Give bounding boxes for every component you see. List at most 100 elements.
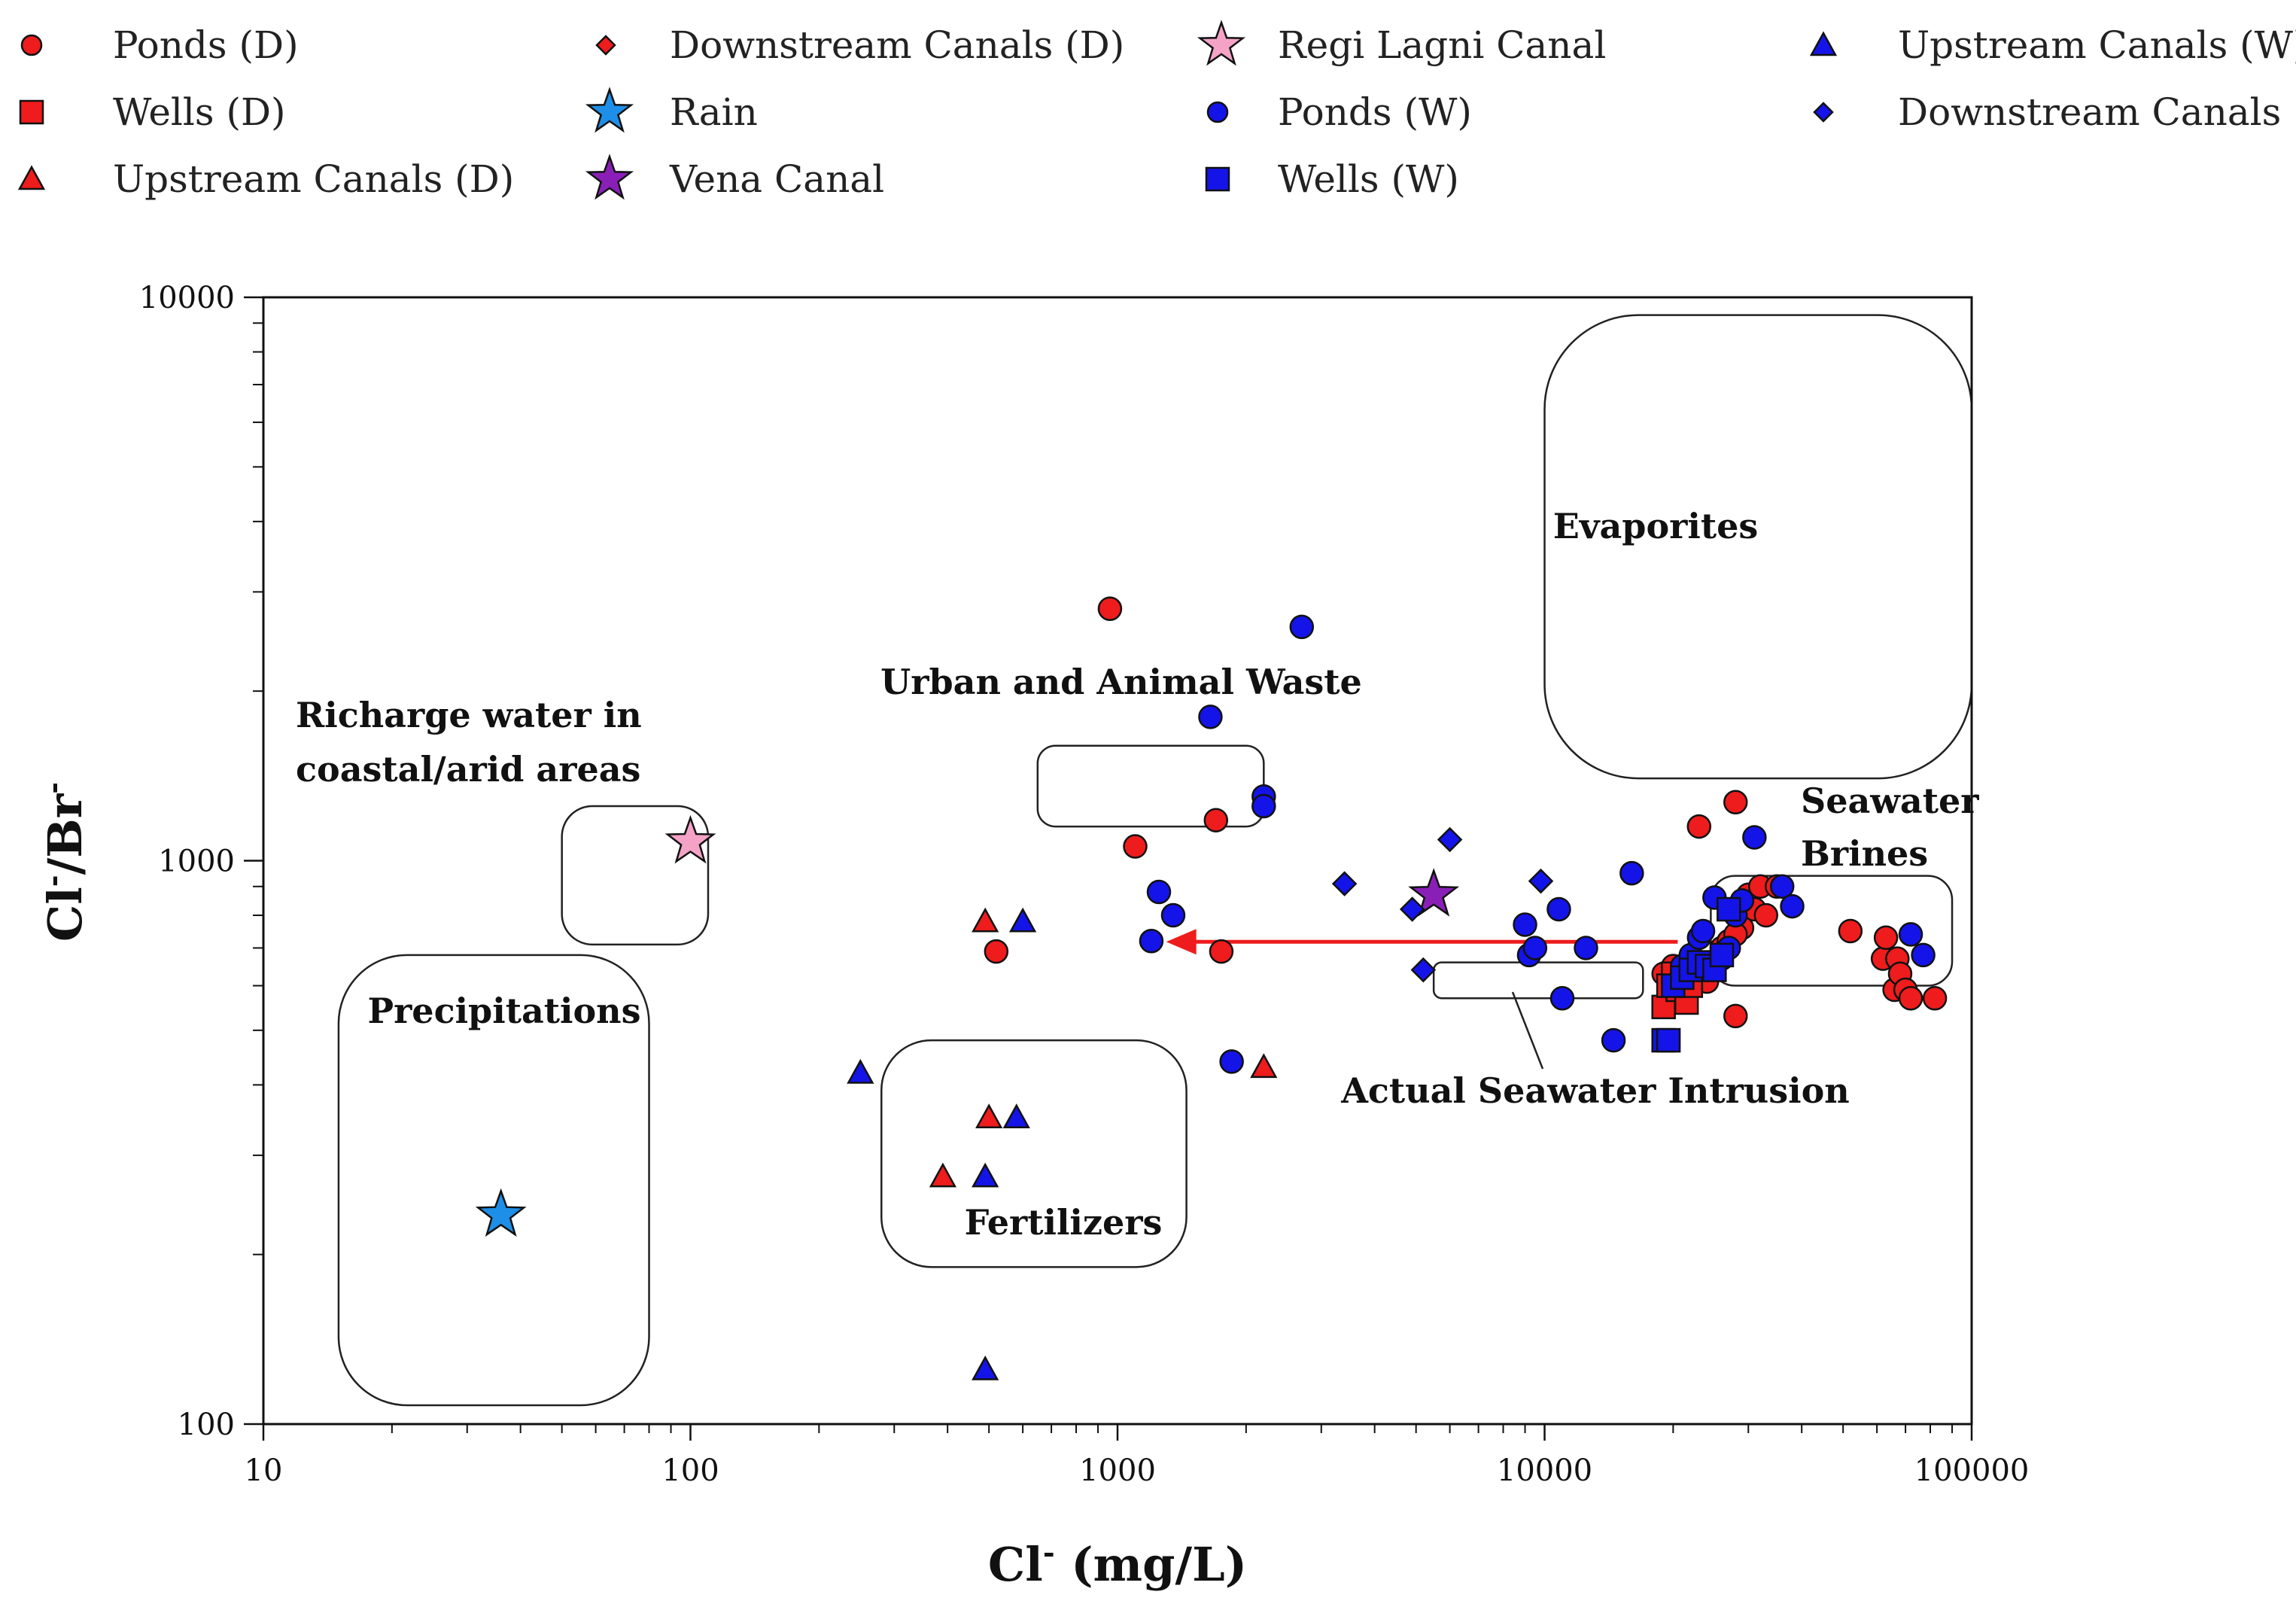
legend-downstream-canals-d-marker xyxy=(595,35,616,56)
point-downstream-canals-w xyxy=(1399,896,1425,922)
point-ponds-d xyxy=(1723,1003,1748,1029)
region-label-fertilizers: Fertilizers xyxy=(965,1202,1163,1243)
seawater-arrow xyxy=(1166,929,1678,955)
point-ponds-w xyxy=(1549,985,1575,1011)
x-tick-label: 10 xyxy=(245,1453,283,1488)
point-ponds-d xyxy=(1203,808,1229,832)
legend-vena-canal-label: Vena Canal xyxy=(669,157,884,201)
region-label-precipitations: Precipitations xyxy=(367,991,640,1031)
point-ponds-w xyxy=(1219,1049,1244,1074)
x-axis-title: Cl- (mg/L) xyxy=(988,1535,1247,1592)
point-downstream-canals-w xyxy=(1410,957,1437,983)
x-tick-label: 100000 xyxy=(1914,1453,2030,1488)
point-ponds-w xyxy=(1601,1027,1626,1053)
point-upstream-canals-w xyxy=(972,1162,999,1188)
point-vena-canal xyxy=(1408,868,1460,917)
legend-ponds-w-marker xyxy=(1206,101,1229,123)
point-upstream-canals-d xyxy=(1250,1053,1278,1079)
x-tick-label: 1000 xyxy=(1079,1453,1156,1488)
region-label-evaporites: Evaporites xyxy=(1553,506,1759,546)
point-ponds-w xyxy=(1780,893,1805,919)
point-ponds-w xyxy=(1522,936,1548,960)
point-ponds-d xyxy=(1838,918,1863,944)
legend-wells-w-marker xyxy=(1205,166,1230,192)
legend-upstream-canals-w-label: Upstream Canals (W) xyxy=(1898,23,2296,67)
y-tick-label: 10000 xyxy=(139,281,235,315)
point-wells-w xyxy=(1717,896,1741,922)
region-label-richarge-water-in: Richarge water in xyxy=(296,695,642,735)
point-upstream-canals-w xyxy=(1002,1103,1030,1129)
y-tick-label: 100 xyxy=(178,1408,235,1442)
point-downstream-canals-w xyxy=(1331,871,1358,896)
legend-vena-canal-marker xyxy=(585,154,634,200)
legend-ponds-d-label: Ponds (D) xyxy=(113,23,299,67)
region-evaporites-box xyxy=(1543,314,1973,780)
point-wells-w xyxy=(1709,942,1735,968)
legend-ponds-w-label: Ponds (W) xyxy=(1278,90,1472,134)
point-ponds-w xyxy=(1619,860,1644,886)
point-ponds-w xyxy=(1198,705,1223,729)
region-label-brines: Brines xyxy=(1801,833,1928,874)
point-ponds-w xyxy=(1289,614,1315,640)
point-rain xyxy=(475,1188,527,1237)
axis-ticks: 10 100 1000 10000 100000 100 1000 10000 xyxy=(139,281,2030,1488)
region-fertilizers-box xyxy=(880,1039,1188,1268)
point-ponds-w xyxy=(1546,896,1571,922)
point-ponds-w xyxy=(1742,825,1767,850)
point-wells-w xyxy=(1656,1027,1681,1053)
point-ponds-w xyxy=(1690,918,1716,944)
region-label-seawater: Seawater xyxy=(1801,781,1979,821)
legend-rain-label: Rain xyxy=(670,90,758,134)
point-ponds-w xyxy=(1574,936,1598,960)
legend-wells-w-label: Wells (W) xyxy=(1278,157,1459,201)
legend-upstream-canals-d-label: Upstream Canals (D) xyxy=(113,157,514,201)
legend-regi-lagni-canal-label: Regi Lagni Canal xyxy=(1278,23,1606,67)
legend-ponds-d-marker xyxy=(20,34,43,56)
point-ponds-d xyxy=(1097,596,1123,622)
point-regi-lagni-canal xyxy=(664,814,716,864)
point-ponds-d xyxy=(984,939,1009,964)
point-ponds-d xyxy=(1723,790,1748,815)
point-ponds-w xyxy=(1139,929,1164,954)
x-tick-label: 10000 xyxy=(1497,1453,1592,1488)
point-ponds-d xyxy=(1873,925,1899,951)
point-ponds-w xyxy=(1898,922,1923,947)
x-tick-label: 100 xyxy=(661,1453,719,1488)
point-ponds-w xyxy=(1911,942,1936,968)
legend-downstream-canals-w-label: Downstream Canals (W) xyxy=(1898,90,2296,134)
legend-downstream-canals-w-marker xyxy=(1813,102,1834,123)
region-boxes: Evaporites Urban and Animal Waste Richarge… xyxy=(296,314,1979,1407)
point-ponds-d xyxy=(1753,902,1779,928)
point-ponds-d xyxy=(1922,985,1948,1011)
point-downstream-canals-w xyxy=(1528,868,1554,894)
point-upstream-canals-w xyxy=(972,1355,999,1380)
point-upstream-canals-d xyxy=(929,1162,957,1188)
region-actual-seawater-intrusion-box xyxy=(1432,961,1644,1000)
point-upstream-canals-d xyxy=(972,907,999,933)
legend-upstream-canals-d-marker xyxy=(17,165,46,190)
point-ponds-d xyxy=(1898,985,1923,1011)
legend-wells-d-marker xyxy=(19,99,44,125)
y-tick-label: 1000 xyxy=(158,845,235,879)
region-label-actual-seawater-intrusion: Actual Seawater Intrusion xyxy=(1340,1070,1850,1111)
point-downstream-canals-w xyxy=(1437,826,1463,853)
legend-regi-lagni-canal-marker xyxy=(1197,20,1246,66)
point-ponds-w xyxy=(1513,912,1537,937)
point-ponds-d xyxy=(1209,939,1234,964)
point-upstream-canals-w xyxy=(847,1058,874,1084)
point-ponds-w xyxy=(1769,874,1795,899)
point-upstream-canals-d xyxy=(975,1103,1003,1129)
point-ponds-w xyxy=(1160,902,1186,928)
legend-upstream-canals-w-marker xyxy=(1809,31,1838,56)
region-precipitations-box xyxy=(337,954,650,1407)
legend-rain-marker xyxy=(585,87,634,133)
arrow-head xyxy=(1166,929,1197,955)
data-points xyxy=(475,596,1948,1380)
point-upstream-canals-w xyxy=(1008,907,1037,933)
point-ponds-d xyxy=(1123,834,1148,859)
region-richarge-water-in-coastal-arid-areas-box xyxy=(561,805,710,946)
legend-downstream-canals-d-label: Downstream Canals (D) xyxy=(670,23,1124,67)
region-urban-and-animal-waste-box xyxy=(1036,744,1265,828)
legend-wells-d-label: Wells (D) xyxy=(113,90,286,134)
